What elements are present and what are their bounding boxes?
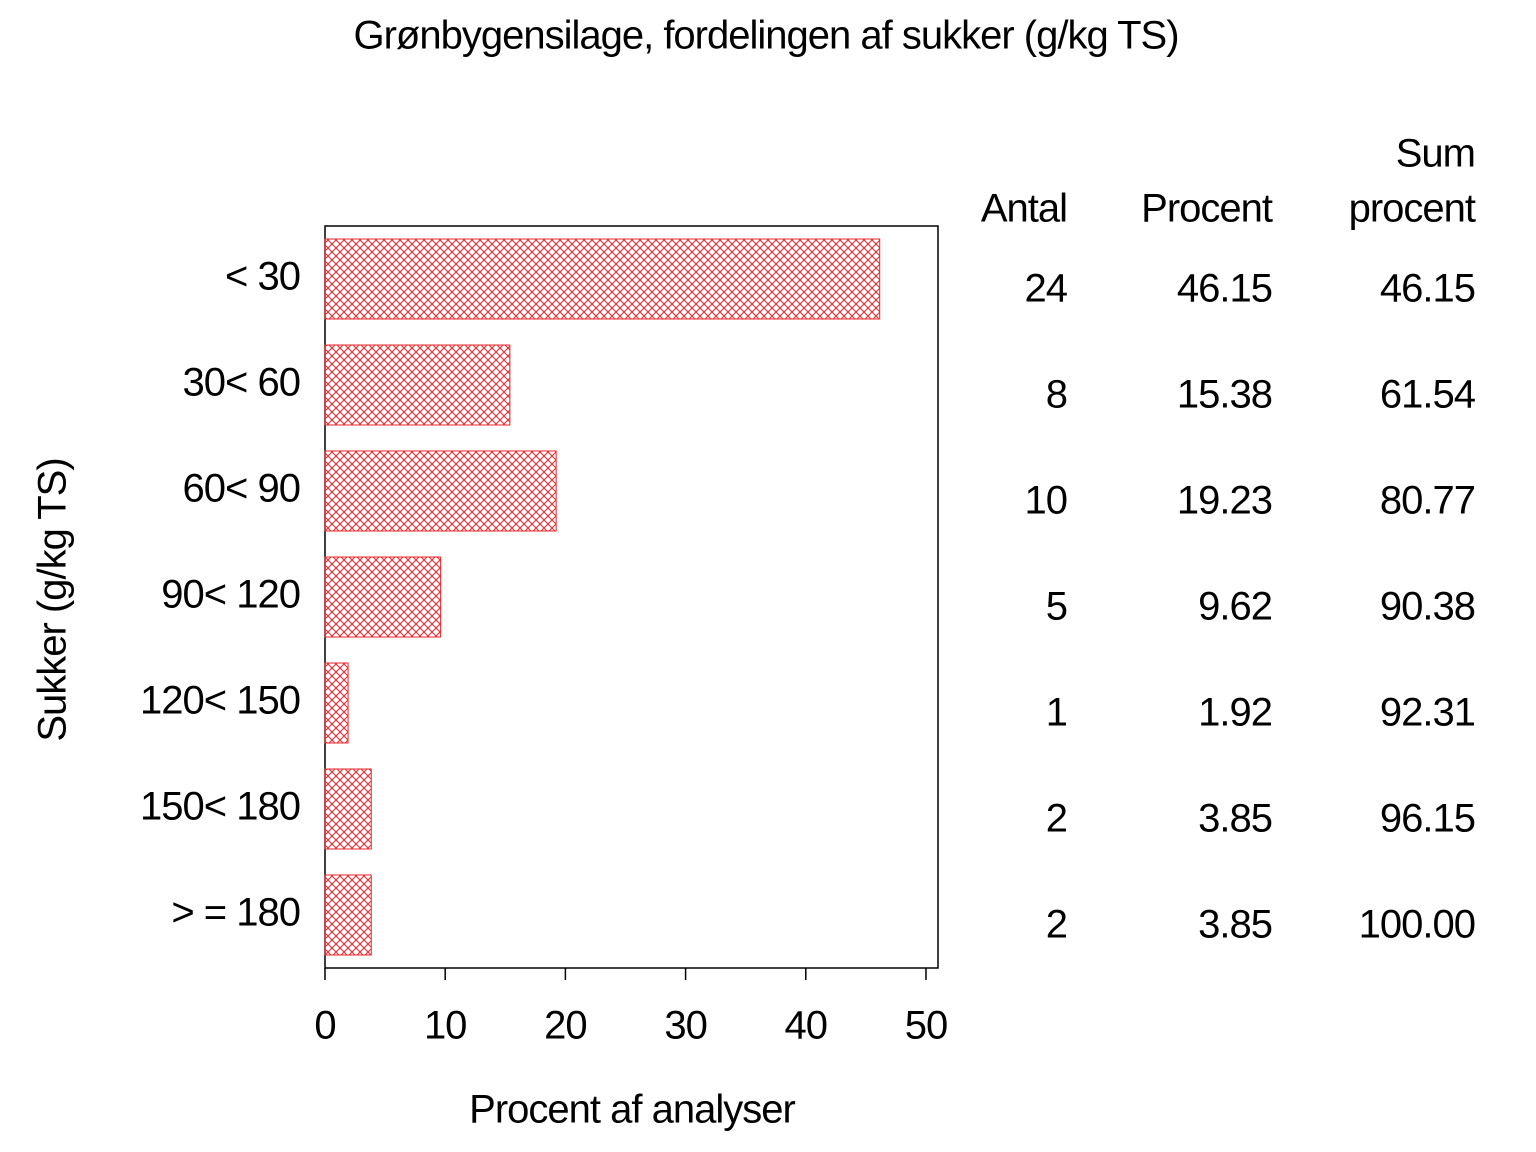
chart-title: Grønbygensilage, fordelingen af sukker (… <box>353 14 1178 58</box>
x-tick-label: 40 <box>785 1004 828 1048</box>
y-tick-label: < 30 <box>225 255 300 299</box>
table-header: Procent <box>1141 187 1273 231</box>
bar <box>324 662 349 744</box>
table-cell: 10 <box>1025 479 1068 523</box>
table-cell: 8 <box>1046 373 1067 417</box>
table-cell: 2 <box>1046 797 1067 841</box>
y-tick-label: 120< 150 <box>140 679 300 723</box>
table-cell: 90.38 <box>1380 585 1475 629</box>
table-cell: 15.38 <box>1177 373 1272 417</box>
table-header: Sum <box>1396 132 1475 176</box>
bar <box>324 556 442 638</box>
y-tick-label: 150< 180 <box>140 785 300 829</box>
y-tick-label: > = 180 <box>171 891 300 935</box>
table-cell: 1.92 <box>1198 691 1272 735</box>
table-cell: 61.54 <box>1380 373 1476 417</box>
table-cell: 24 <box>1025 267 1068 311</box>
table-cell: 46.15 <box>1380 267 1475 311</box>
table-header: Antal <box>981 187 1067 231</box>
x-axis-label: Procent af analyser <box>469 1088 795 1132</box>
bar <box>324 238 881 320</box>
table-cell: 5 <box>1046 585 1067 629</box>
table-cell: 96.15 <box>1380 797 1475 841</box>
table-cell: 3.85 <box>1198 903 1272 947</box>
table-header: procent <box>1349 187 1476 231</box>
x-tick-label: 10 <box>424 1004 467 1048</box>
bar <box>324 344 511 426</box>
table-cell: 100.00 <box>1359 903 1475 947</box>
table-cell: 2 <box>1046 903 1067 947</box>
y-axis-label: Sukker (g/kg TS) <box>31 458 75 741</box>
y-tick-label: 30< 60 <box>183 361 300 405</box>
y-tick-label: 60< 90 <box>183 467 300 511</box>
x-tick-label: 20 <box>544 1004 587 1048</box>
table-cell: 80.77 <box>1380 479 1475 523</box>
table-cell: 19.23 <box>1177 479 1272 523</box>
x-tick-label: 30 <box>664 1004 707 1048</box>
table-cell: 1 <box>1046 691 1067 735</box>
bar <box>324 450 557 532</box>
x-tick-label: 50 <box>905 1004 948 1048</box>
y-tick-label: 90< 120 <box>161 573 300 617</box>
bar <box>324 768 372 850</box>
table-cell: 92.31 <box>1380 691 1475 735</box>
table-cell: 46.15 <box>1177 267 1272 311</box>
bar <box>324 874 372 956</box>
x-tick-label: 0 <box>314 1004 335 1048</box>
table-cell: 9.62 <box>1198 585 1272 629</box>
table-cell: 3.85 <box>1198 797 1272 841</box>
